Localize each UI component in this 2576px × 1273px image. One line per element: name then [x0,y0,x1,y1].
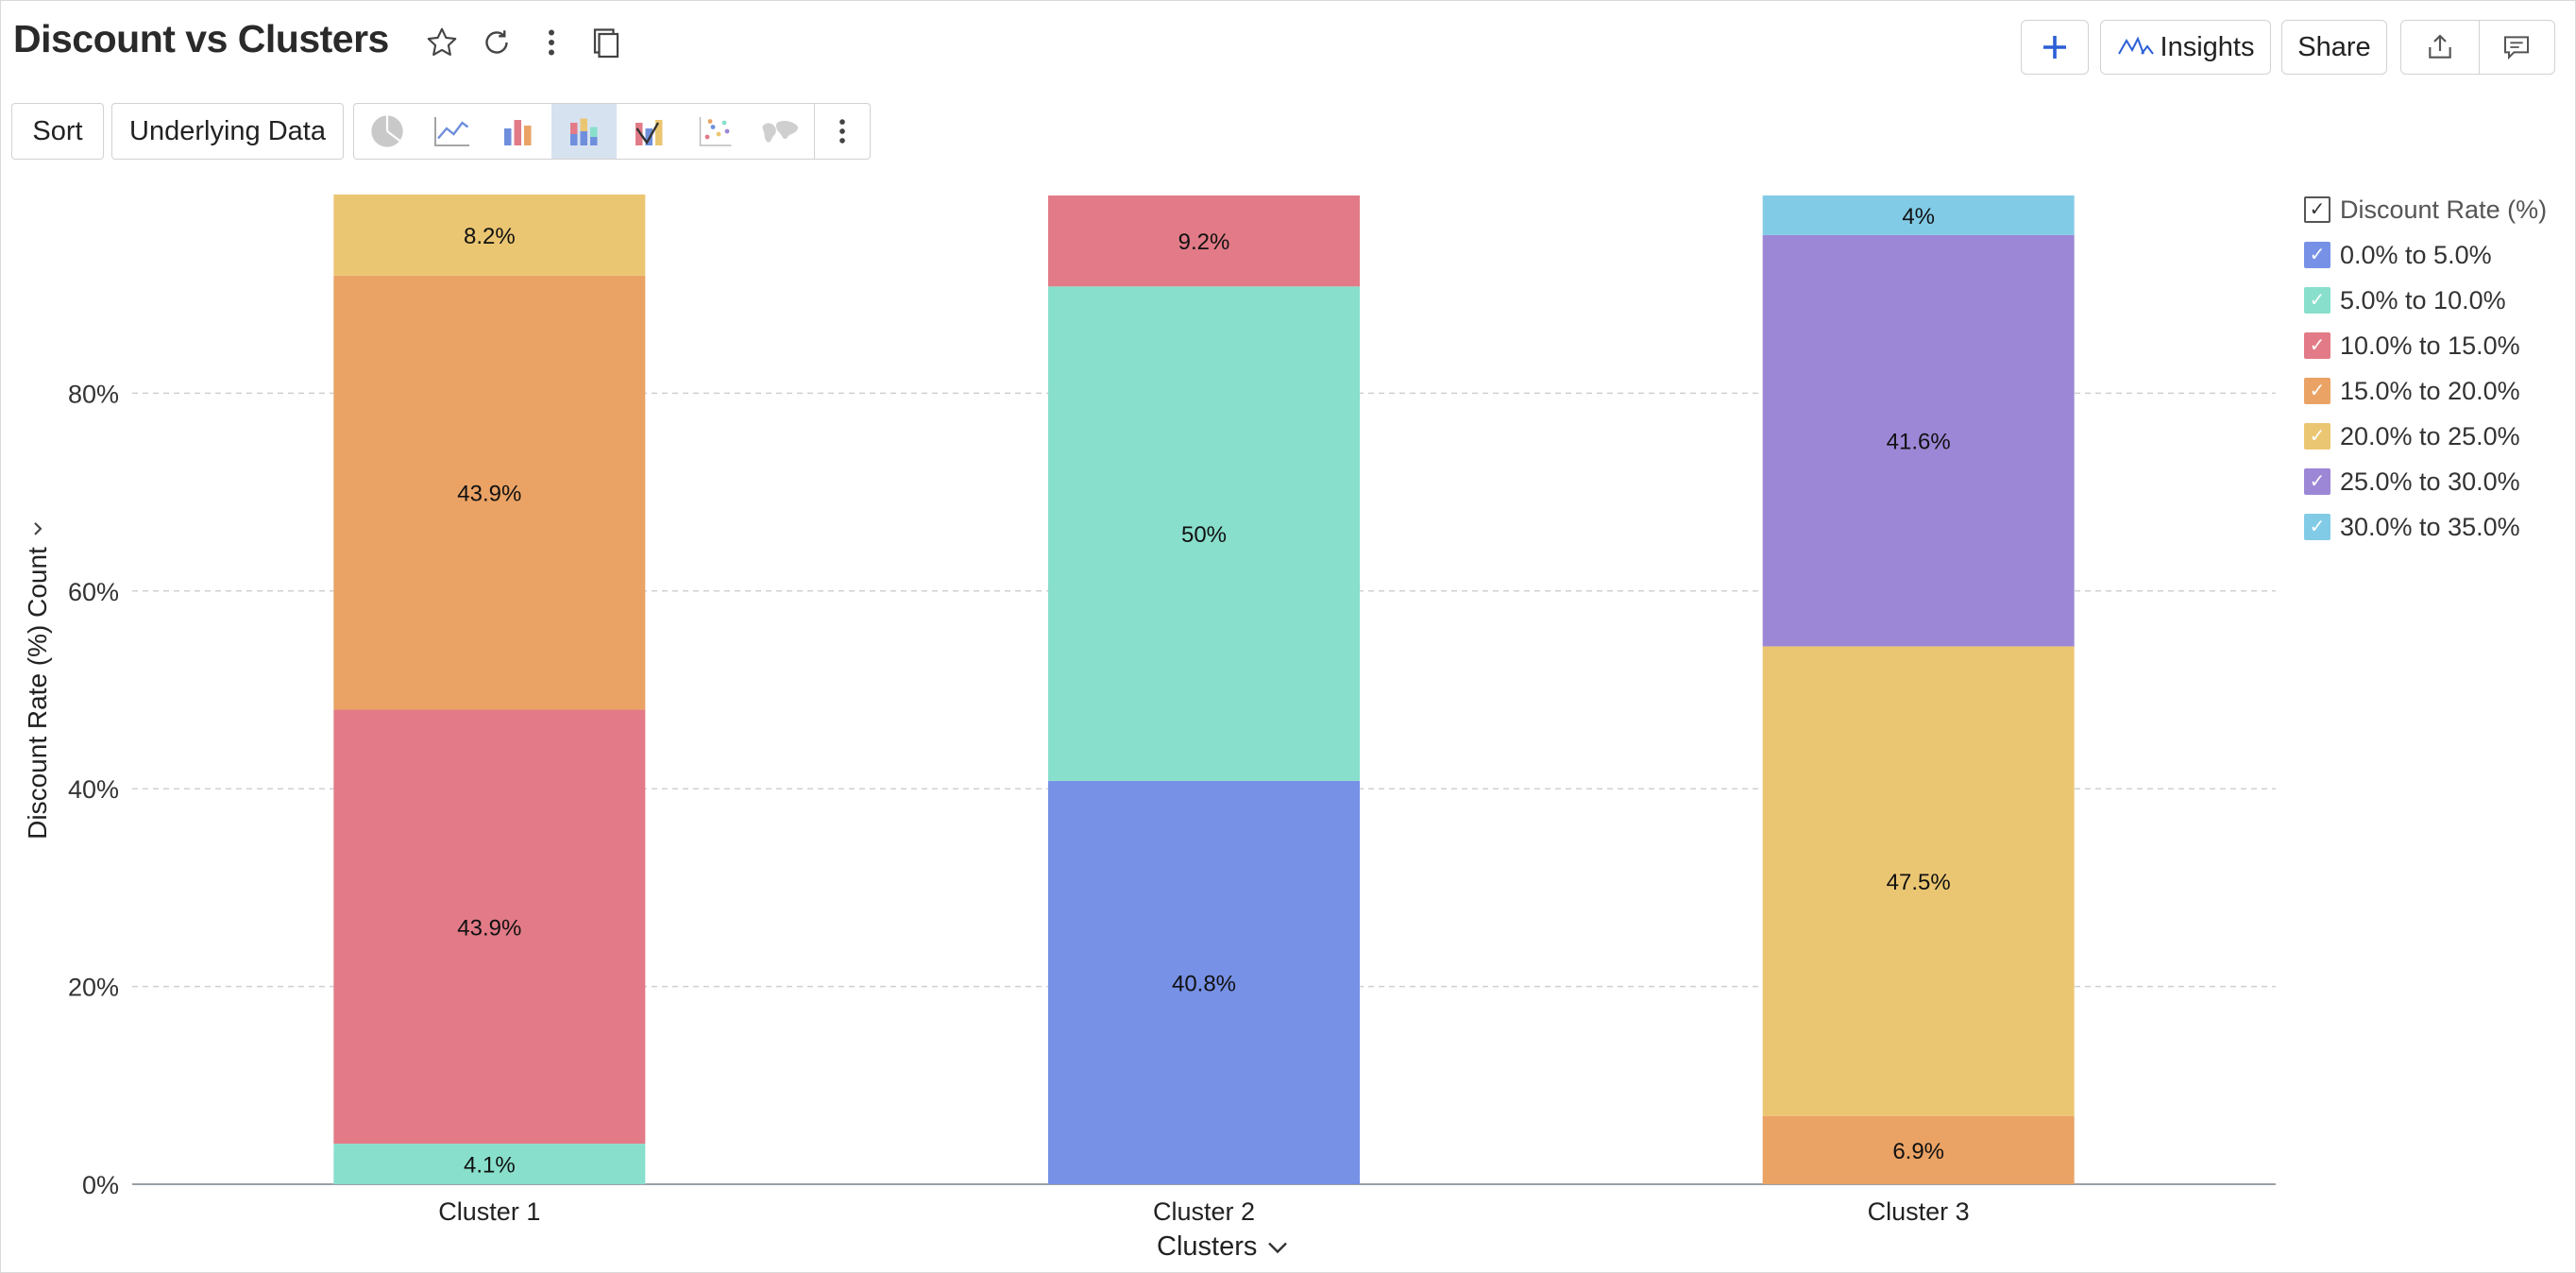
x-axis-title-label: Clusters [1157,1231,1258,1262]
checkbox-icon[interactable]: ✓ [2304,514,2330,540]
checkbox-icon[interactable]: ✓ [2304,468,2330,495]
y-tick-label: 40% [68,775,119,804]
plus-icon [2043,36,2066,59]
checkbox-icon[interactable]: ✓ [2304,242,2330,268]
comment-button[interactable] [2480,21,2555,74]
line-chart-icon[interactable] [420,104,486,159]
star-icon[interactable] [423,23,461,62]
stacked-bar-chart: 0% 20% 40% 60% 80% 4.1% 43.9% 43.9% 8.2% Cluster … [68,194,2276,1226]
legend-title-label: Discount Rate (%) [2340,195,2548,224]
copy-icon[interactable] [587,23,625,62]
legend-item-label: 10.0% to 15.0% [2340,331,2520,360]
legend-item[interactable]: ✓ 20.0% to 25.0% [2304,414,2547,459]
y-axis-title[interactable]: Discount Rate (%) Count [23,520,53,840]
legend-item-label: 15.0% to 20.0% [2340,376,2520,405]
x-tick-label: Cluster 3 [1868,1197,1970,1226]
scatter-chart-icon[interactable] [683,104,749,159]
insights-button[interactable]: Insights [2100,20,2271,75]
x-tick-label: Cluster 2 [1153,1197,1255,1226]
bar-segment[interactable] [1048,780,1360,1184]
data-label: 4.1% [464,1153,516,1179]
chevron-right-icon [34,522,42,535]
legend-item-label: 30.0% to 35.0% [2340,512,2520,541]
combo-chart-icon[interactable] [617,104,683,159]
header-icon-group [2400,20,2555,75]
legend-item-label: 5.0% to 10.0% [2340,285,2506,314]
sort-label: Sort [32,115,83,146]
data-label: 40.8% [1172,971,1236,996]
comment-icon [2504,36,2530,60]
chart-type-selector [353,103,871,160]
legend-item-label: 20.0% to 25.0% [2340,421,2520,450]
legend-item-label: 25.0% to 30.0% [2340,467,2520,496]
pie-chart-icon[interactable] [354,104,420,159]
y-tick-label: 80% [68,380,119,408]
legend-item-label: 0.0% to 5.0% [2340,240,2492,269]
more-vertical-icon [839,119,845,144]
legend-item[interactable]: ✓ 10.0% to 15.0% [2304,323,2547,368]
legend: ✓ Discount Rate (%) ✓ 0.0% to 5.0% ✓ 5.0% t… [2304,187,2547,550]
y-tick-label: 20% [68,974,119,1002]
x-axis-title[interactable]: Clusters [1157,1231,1289,1263]
share-label: Share [2297,31,2371,62]
data-label: 4% [1902,204,1935,229]
bar-segment[interactable] [1762,195,2075,235]
insights-icon [2117,36,2154,55]
bar-segment[interactable] [1048,286,1360,781]
bar-segment[interactable] [333,194,646,276]
title-actions [423,23,625,62]
insights-label: Insights [2160,31,2255,62]
checkbox-icon[interactable]: ✓ [2304,196,2330,223]
legend-title[interactable]: ✓ Discount Rate (%) [2304,187,2547,232]
sort-button[interactable]: Sort [11,103,104,160]
data-label: 8.2% [464,224,516,249]
x-tick-label: Cluster 1 [438,1197,540,1226]
checkbox-icon[interactable]: ✓ [2304,332,2330,359]
checkbox-icon[interactable]: ✓ [2304,378,2330,404]
bar-segment[interactable] [333,275,646,710]
legend-item[interactable]: ✓ 30.0% to 35.0% [2304,504,2547,550]
legend-item[interactable]: ✓ 25.0% to 30.0% [2304,459,2547,504]
bar-segment[interactable] [1762,646,2075,1116]
refresh-icon[interactable] [478,23,516,62]
bar-segment[interactable] [1762,234,2075,647]
share-button[interactable]: Share [2281,20,2387,75]
map-chart-icon[interactable] [749,104,815,159]
chart-more-button[interactable] [814,104,870,159]
checkbox-icon[interactable]: ✓ [2304,287,2330,314]
export-icon [2429,34,2451,59]
bar-chart-icon[interactable] [485,104,551,159]
data-label: 41.6% [1887,430,1951,455]
chevron-down-icon [1268,1242,1288,1253]
checkbox-icon[interactable]: ✓ [2304,423,2330,450]
data-label: 43.9% [457,482,521,507]
bar-segment[interactable] [1048,195,1360,287]
data-label: 47.5% [1887,870,1951,895]
legend-item[interactable]: ✓ 15.0% to 20.0% [2304,368,2547,414]
y-tick-label: 0% [82,1171,119,1199]
data-label: 43.9% [457,915,521,941]
bar-segment[interactable] [333,1144,646,1184]
legend-item[interactable]: ✓ 5.0% to 10.0% [2304,278,2547,323]
export-button[interactable] [2401,21,2480,74]
underlying-data-button[interactable]: Underlying Data [111,103,344,160]
stacked-bar-chart-icon[interactable] [551,104,618,159]
underlying-data-label: Underlying Data [129,115,326,146]
y-axis-title-label: Discount Rate (%) Count [23,547,52,840]
page-title: Discount vs Clusters [13,17,389,60]
bar-segment[interactable] [1762,1115,2075,1184]
data-label: 50% [1181,522,1227,548]
data-label: 9.2% [1178,229,1230,255]
legend-item[interactable]: ✓ 0.0% to 5.0% [2304,232,2547,278]
y-tick-label: 60% [68,578,119,606]
data-label: 6.9% [1892,1139,1944,1164]
add-button[interactable] [2021,20,2089,75]
bar-segment[interactable] [333,709,646,1145]
more-vertical-icon[interactable] [533,23,570,62]
